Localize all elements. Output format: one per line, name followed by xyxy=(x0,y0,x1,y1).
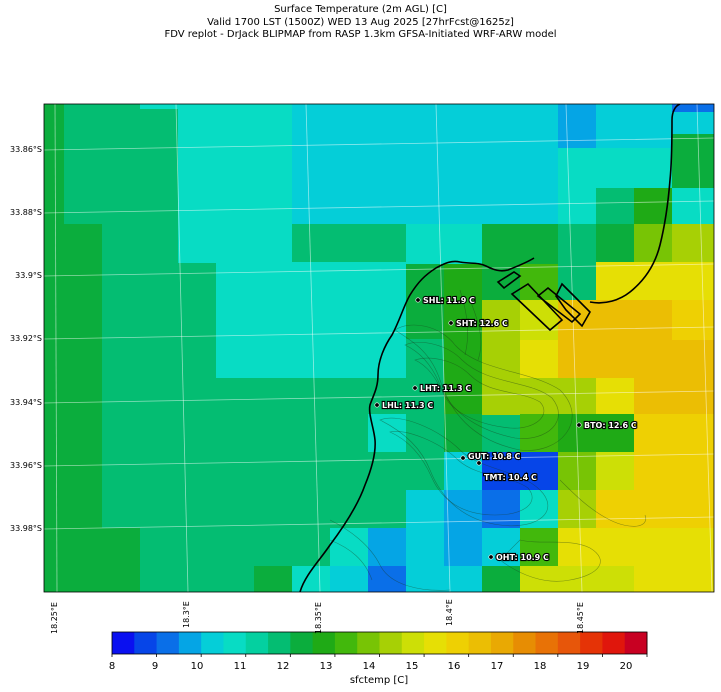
station-label: LHT: 11.3 C xyxy=(420,384,471,393)
colorbar-swatch xyxy=(290,632,314,654)
colorbar-tick: 13 xyxy=(319,661,333,672)
title-line-3: FDV replot - DrJack BLIPMAP from RASP 1.… xyxy=(164,29,557,40)
station-marker xyxy=(488,554,494,560)
colorbar-swatch xyxy=(312,632,336,654)
colorbar-swatch xyxy=(624,632,648,654)
lat-label: 33.96°S xyxy=(10,461,42,470)
station-marker xyxy=(415,297,421,303)
station-label: SHT: 12.6 C xyxy=(456,319,508,328)
colorbar-swatch xyxy=(446,632,470,654)
station-label: TMT: 10.4 C xyxy=(484,473,537,482)
colorbar-tick: 11 xyxy=(233,661,247,672)
colorbar-swatch xyxy=(223,632,247,654)
colorbar-swatch xyxy=(535,632,559,654)
lon-label: 18.3°E xyxy=(182,601,191,628)
station-label: LHL: 11.3 C xyxy=(382,401,433,410)
station-marker xyxy=(412,385,418,391)
lon-label: 18.4°E xyxy=(445,599,454,626)
lat-label: 33.86°S xyxy=(10,145,42,154)
lat-label: 33.92°S xyxy=(10,334,42,343)
title-line-1: Surface Temperature (2m AGL) [C] xyxy=(274,4,447,15)
lon-label: 18.35°E xyxy=(314,602,323,634)
colorbar-swatch xyxy=(468,632,492,654)
colorbar-swatch xyxy=(156,632,180,654)
colorbar-swatch xyxy=(112,632,135,654)
station-label: OHT: 10.9 C xyxy=(496,553,549,562)
station-label: BTO: 12.6 C xyxy=(584,421,637,430)
map-title: Surface Temperature (2m AGL) [C] Valid 1… xyxy=(0,4,721,42)
colorbar-tick: 17 xyxy=(490,661,504,672)
station-markers: SHL: 11.9 C SHT: 12.6 C LHT: 11.3 C LHL: 11… xyxy=(374,295,638,563)
colorbar-swatch xyxy=(580,632,603,654)
station-label: GUT: 10.8 C xyxy=(468,452,521,461)
colorbar-swatch xyxy=(357,632,380,654)
colorbar-swatch xyxy=(268,632,291,654)
colorbar-swatch xyxy=(334,632,358,654)
colorbar-tick: 20 xyxy=(619,661,633,672)
lat-label: 33.98°S xyxy=(10,524,42,533)
colorbar-tick: 15 xyxy=(405,661,419,672)
colorbar-tick: 18 xyxy=(533,661,547,672)
temperature-field xyxy=(44,104,714,592)
lat-label: 33.94°S xyxy=(10,398,42,407)
lon-label: 18.25°E xyxy=(50,602,59,634)
colorbar-label: sfctemp [C] xyxy=(349,675,409,686)
colorbar-tick: 12 xyxy=(276,661,290,672)
colorbar-swatch xyxy=(602,632,626,654)
lat-label: 33.88°S xyxy=(10,208,42,217)
colorbar-swatch xyxy=(379,632,403,654)
lon-label: 18.45°E xyxy=(576,602,585,634)
map-frame xyxy=(43,103,715,593)
station-marker xyxy=(476,460,482,466)
lat-label: 33.9°S xyxy=(15,271,42,280)
station-marker xyxy=(576,422,582,428)
colorbar-tick: 8 xyxy=(108,661,116,672)
colorbar xyxy=(111,631,648,657)
colorbar-tick: 9 xyxy=(151,661,159,672)
station-marker xyxy=(460,455,466,461)
title-line-2: Valid 1700 LST (1500Z) WED 13 Aug 2025 [… xyxy=(207,16,514,28)
colorbar-tick: 19 xyxy=(576,661,590,672)
colorbar-tick: 16 xyxy=(447,661,461,672)
colorbar-swatch xyxy=(490,632,514,654)
colorbar-swatch xyxy=(424,632,447,654)
colorbar-swatch xyxy=(134,632,158,654)
colorbar-tick: 14 xyxy=(362,661,376,672)
colorbar-swatch xyxy=(245,632,269,654)
colorbar-tick: 10 xyxy=(190,661,204,672)
station-marker xyxy=(374,402,380,408)
colorbar-swatch xyxy=(513,632,537,654)
colorbar-swatch xyxy=(178,632,202,654)
station-marker xyxy=(448,320,454,326)
colorbar-swatch xyxy=(557,632,581,654)
colorbar-swatch xyxy=(201,632,224,654)
colorbar-swatch xyxy=(401,632,425,654)
station-label: SHL: 11.9 C xyxy=(423,296,475,305)
